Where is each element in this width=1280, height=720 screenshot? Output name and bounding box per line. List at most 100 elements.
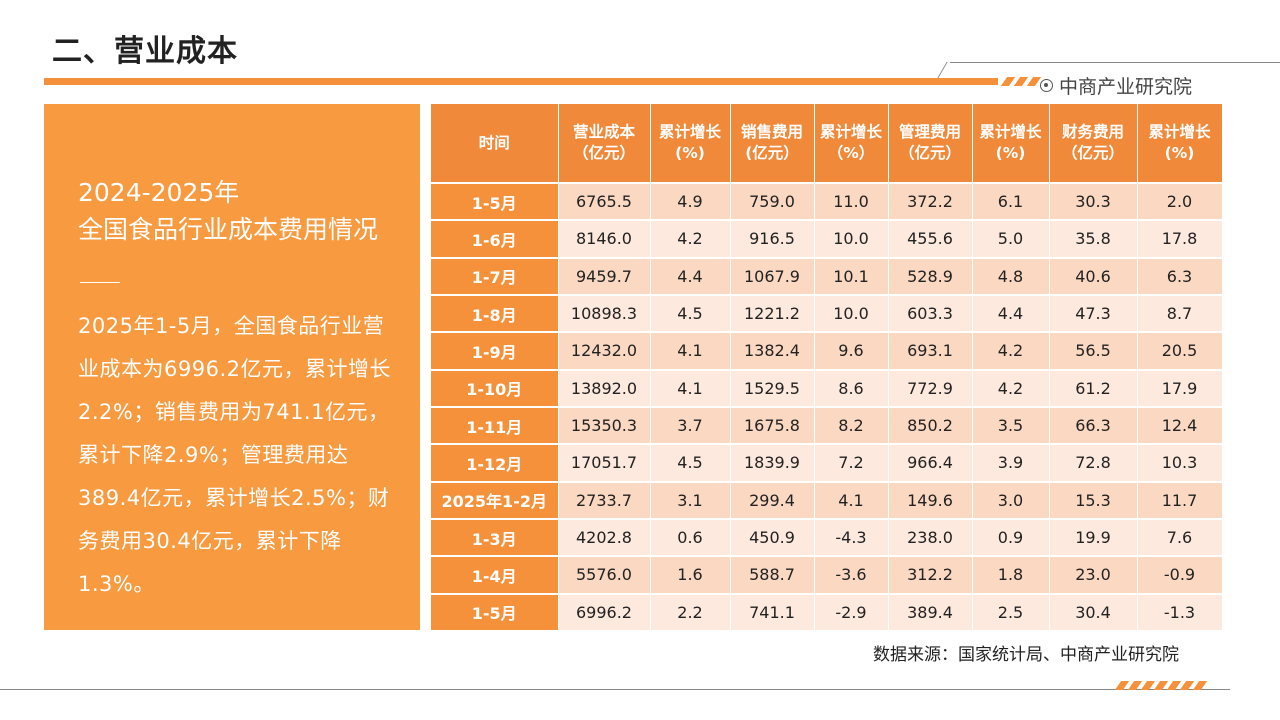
table-cell: 149.6 [888, 480, 973, 519]
row-period-cell: 2025年1-2月 [431, 480, 559, 519]
row-period-cell: 1-7月 [431, 256, 559, 295]
table-cell: 23.0 [1049, 555, 1138, 594]
table-cell: 6765.5 [558, 181, 651, 221]
table-cell: 299.4 [730, 480, 815, 519]
table-cell: 17.9 [1137, 368, 1223, 407]
table-cell: 693.1 [888, 331, 973, 370]
table-cell: 2.2 [650, 592, 731, 630]
table-cell: 72.8 [1049, 443, 1138, 482]
brand-logo: 中商产业研究院 [1040, 72, 1192, 99]
table-cell: 1382.4 [730, 331, 815, 370]
footer-stripes-decoration [1114, 681, 1208, 690]
table-cell: 30.4 [1049, 592, 1138, 630]
table-cell: 9.6 [814, 331, 889, 370]
table-cell: 11.0 [814, 181, 889, 221]
table-cell: -3.6 [814, 555, 889, 594]
table-cell: 850.2 [888, 405, 973, 445]
table-cell: 4.9 [650, 181, 731, 221]
table-cell: 0.6 [650, 517, 731, 557]
table-cell: 312.2 [888, 555, 973, 594]
table-cell: 772.9 [888, 368, 973, 407]
table-row: 1-3月 4202.8 0.6 450.9 -4.3 238.0 0.9 19.9 7.6 [431, 517, 1223, 557]
table-cell: 372.2 [888, 181, 973, 221]
header-admin-expense-growth: 累计增长(%) [972, 104, 1050, 183]
header-stripes-decoration [1000, 77, 1042, 86]
table-cell: 9459.7 [558, 256, 651, 295]
header-divider-slant [937, 62, 948, 78]
panel-divider [80, 282, 120, 283]
table-cell: 20.5 [1137, 331, 1223, 370]
table-cell: 1.6 [650, 555, 731, 594]
table-row: 2025年1-2月 2733.7 3.1 299.4 4.1 149.6 3.0 15.3 11… [431, 480, 1223, 519]
table-cell: -4.3 [814, 517, 889, 557]
table-cell: 759.0 [730, 181, 815, 221]
table-cell: 4.1 [814, 480, 889, 519]
title-underline-bar [44, 78, 998, 85]
table-cell: 10.1 [814, 256, 889, 295]
row-period-cell: 1-4月 [431, 555, 559, 594]
table-cell: 5576.0 [558, 555, 651, 594]
summary-panel: 2024-2025年 全国食品行业成本费用情况 2025年1-5月，全国食品行业… [44, 104, 420, 630]
table-cell: 3.1 [650, 480, 731, 519]
table-cell: -2.9 [814, 592, 889, 630]
table-cell: 7.6 [1137, 517, 1223, 557]
table-row: 1-11月 15350.3 3.7 1675.8 8.2 850.2 3.5 66.3 12.4 [431, 405, 1223, 445]
table-cell: 10.3 [1137, 443, 1223, 482]
table-cell: 1839.9 [730, 443, 815, 482]
table-cell: 35.8 [1049, 219, 1138, 258]
table-cell: 2733.7 [558, 480, 651, 519]
table-cell: 1529.5 [730, 368, 815, 407]
table-cell: 1.8 [972, 555, 1050, 594]
table-cell: 4.2 [972, 331, 1050, 370]
row-period-cell: 1-6月 [431, 219, 559, 258]
table-cell: 6.3 [1137, 256, 1223, 295]
table-cell: -1.3 [1137, 592, 1223, 630]
page-title: 二、营业成本 [52, 34, 238, 69]
table-cell: 47.3 [1049, 293, 1138, 333]
table-cell: 30.3 [1049, 181, 1138, 221]
table-cell: 3.5 [972, 405, 1050, 445]
table-cell: 13892.0 [558, 368, 651, 407]
row-period-cell: 1-10月 [431, 368, 559, 407]
table-cell: 2.5 [972, 592, 1050, 630]
table-cell: 603.3 [888, 293, 973, 333]
table-cell: 15350.3 [558, 405, 651, 445]
table-cell: 10898.3 [558, 293, 651, 333]
row-period-cell: 1-3月 [431, 517, 559, 557]
row-period-cell: 1-9月 [431, 331, 559, 370]
table-cell: 4.8 [972, 256, 1050, 295]
table-cell: 8.2 [814, 405, 889, 445]
table-cell: 238.0 [888, 517, 973, 557]
table-cell: 450.9 [730, 517, 815, 557]
table-cell: 12432.0 [558, 331, 651, 370]
table-cell: 4.2 [650, 219, 731, 258]
table-cell: 15.3 [1049, 480, 1138, 519]
table-cell: 40.6 [1049, 256, 1138, 295]
table-cell: 741.1 [730, 592, 815, 630]
brand-circle-icon [1040, 79, 1053, 92]
table-cell: 1067.9 [730, 256, 815, 295]
table-row: 1-9月 12432.0 4.1 1382.4 9.6 693.1 4.2 56.5 20.5 [431, 331, 1223, 370]
header-finance-expense: 财务费用（亿元） [1049, 104, 1138, 183]
table-cell: 4.1 [650, 331, 731, 370]
table-cell: 966.4 [888, 443, 973, 482]
table-cell: 19.9 [1049, 517, 1138, 557]
table-cell: 1675.8 [730, 405, 815, 445]
table-cell: 4.5 [650, 443, 731, 482]
table-cell: 7.2 [814, 443, 889, 482]
row-period-cell: 1-12月 [431, 443, 559, 482]
table-row: 1-8月 10898.3 4.5 1221.2 10.0 603.3 4.4 47.3 8.7 [431, 293, 1223, 333]
table-cell: 8146.0 [558, 219, 651, 258]
footer-divider-line [0, 689, 1230, 690]
row-period-cell: 1-5月 [431, 181, 559, 221]
table-cell: 8.7 [1137, 293, 1223, 333]
row-period-cell: 1-8月 [431, 293, 559, 333]
table-cell: 4.5 [650, 293, 731, 333]
table-cell: 66.3 [1049, 405, 1138, 445]
table-cell: 56.5 [1049, 331, 1138, 370]
panel-subtitle: 全国食品行业成本费用情况 [78, 215, 379, 244]
table-cell: 4.4 [650, 256, 731, 295]
table-cell: 5.0 [972, 219, 1050, 258]
table-cell: 4.4 [972, 293, 1050, 333]
panel-year: 2024-2025年 [78, 178, 240, 207]
